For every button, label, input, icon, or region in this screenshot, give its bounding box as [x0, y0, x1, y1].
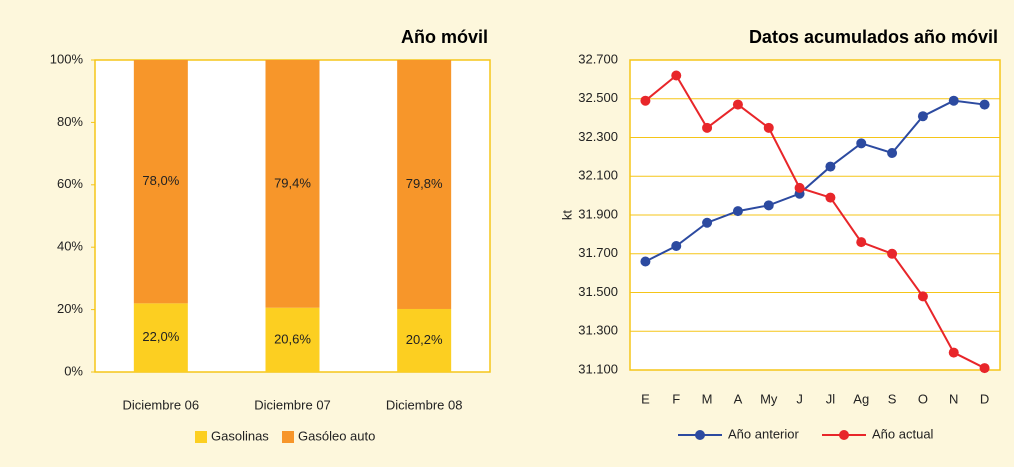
legend-marker — [839, 430, 849, 440]
marker — [825, 192, 836, 203]
bar-segment — [133, 60, 188, 304]
marker — [979, 99, 990, 110]
y-tick-label: 0% — [64, 363, 83, 378]
x-tick-label: D — [980, 391, 989, 406]
line — [644, 73, 986, 369]
y-tick-label: 31.500 — [578, 284, 618, 299]
x-tick-label: My — [760, 391, 778, 406]
y-tick-label: 31.700 — [578, 245, 618, 260]
bar-segment — [133, 303, 188, 372]
legend-label: Gasóleo auto — [298, 428, 375, 443]
chart-title: Datos acumulados año móvil — [749, 27, 998, 47]
y-tick-label: 32.500 — [578, 90, 618, 105]
x-tick-label: Jl — [826, 391, 836, 406]
bar-segment — [265, 60, 320, 308]
marker — [702, 122, 713, 133]
y-tick-label: 32.100 — [578, 168, 618, 183]
marker — [640, 256, 651, 267]
data-label: 79,8% — [406, 176, 443, 191]
legend-label: Año actual — [872, 426, 934, 441]
marker — [979, 363, 990, 374]
data-label: 22,0% — [142, 329, 179, 344]
y-tick-label: 60% — [57, 176, 83, 191]
x-tick-label: F — [672, 391, 680, 406]
marker — [917, 291, 928, 302]
marker — [856, 237, 867, 248]
legend-swatch — [282, 431, 294, 443]
data-label: 78,0% — [142, 173, 179, 188]
y-tick-label: 32.300 — [578, 129, 618, 144]
x-tick-label: E — [641, 391, 650, 406]
line — [644, 99, 985, 263]
x-tick-label: A — [734, 391, 743, 406]
y-tick-label: 31.900 — [578, 206, 618, 221]
marker — [671, 241, 682, 251]
marker — [794, 182, 805, 193]
y-tick-label: 80% — [57, 114, 83, 129]
bar-segment — [265, 307, 320, 372]
x-tick-label: O — [918, 391, 928, 406]
data-label: 20,6% — [274, 331, 311, 346]
marker — [887, 248, 898, 259]
legend-label: Año anterior — [728, 426, 799, 441]
y-tick-label: 40% — [57, 239, 83, 254]
marker — [856, 138, 867, 149]
marker — [917, 111, 928, 122]
x-tick-label: S — [888, 391, 897, 406]
marker — [825, 161, 836, 172]
marker — [732, 99, 743, 110]
x-tick-label: Diciembre 08 — [386, 397, 463, 412]
x-tick-label: Diciembre 07 — [254, 397, 331, 412]
x-tick-label: M — [702, 391, 713, 406]
marker — [948, 347, 959, 358]
legend-swatch — [195, 431, 207, 443]
x-tick-label: Ag — [853, 391, 869, 406]
y-tick-label: 100% — [50, 51, 84, 66]
marker — [887, 148, 898, 158]
y-axis-label: kt — [559, 210, 574, 221]
y-tick-label: 31.100 — [578, 361, 618, 376]
marker — [671, 70, 682, 81]
marker — [763, 122, 774, 133]
bar-segment — [397, 60, 452, 309]
legend-marker — [695, 430, 705, 440]
y-tick-label: 20% — [57, 301, 83, 316]
chart-title: Año móvil — [401, 27, 488, 47]
data-label: 79,4% — [274, 175, 311, 190]
legend-label: Gasolinas — [211, 428, 269, 443]
x-tick-label: Diciembre 06 — [123, 397, 200, 412]
bar-segment — [397, 308, 452, 372]
data-label: 20,2% — [406, 332, 443, 347]
y-tick-label: 31.300 — [578, 323, 618, 338]
x-tick-label: N — [949, 391, 958, 406]
y-tick-label: 32.700 — [578, 51, 618, 66]
marker — [948, 95, 959, 106]
marker — [640, 95, 651, 106]
x-tick-label: J — [796, 391, 803, 406]
marker — [763, 200, 774, 211]
marker — [732, 206, 743, 217]
marker — [702, 217, 713, 228]
